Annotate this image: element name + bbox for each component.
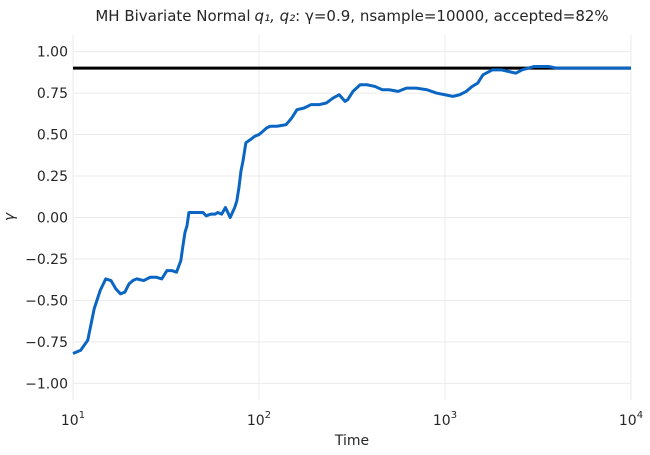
grid-layer	[72, 35, 632, 400]
x-tick-label: 102	[247, 410, 271, 429]
chart-title-rest: : γ=0.9, nsample=10000, accepted=82%	[295, 7, 609, 25]
chart-title-main: MH Bivariate Normal	[95, 7, 250, 25]
x-tick-labels: 101 102 103 104	[61, 410, 643, 429]
y-tick-label: 0.50	[37, 128, 68, 144]
y-tick-label: −0.50	[25, 293, 68, 309]
y-tick-label: −0.75	[25, 335, 68, 351]
x-tick-label: 103	[433, 410, 457, 429]
x-axis-label: Time	[334, 433, 369, 449]
series-line	[72, 65, 631, 355]
y-tick-label: 0.25	[37, 169, 68, 185]
x-tick-label: 104	[619, 410, 643, 429]
y-tick-label: −0.25	[25, 252, 68, 268]
x-tick-label: 101	[61, 410, 85, 429]
y-axis-label: γ	[2, 212, 18, 221]
y-tick-label: 0.00	[37, 211, 68, 227]
y-tick-label: 0.75	[37, 86, 68, 102]
chart-title-math: q₁, q₂	[255, 7, 296, 25]
y-tick-labels: 1.00 0.75 0.50 0.25 0.00 −0.25 −0.50 −0.75 −1.00	[25, 45, 68, 393]
y-tick-label: −1.00	[25, 376, 68, 392]
chart-title: MH Bivariate Normal q₁, q₂: γ=0.9, nsampl…	[95, 7, 608, 25]
y-tick-label: 1.00	[37, 45, 68, 61]
